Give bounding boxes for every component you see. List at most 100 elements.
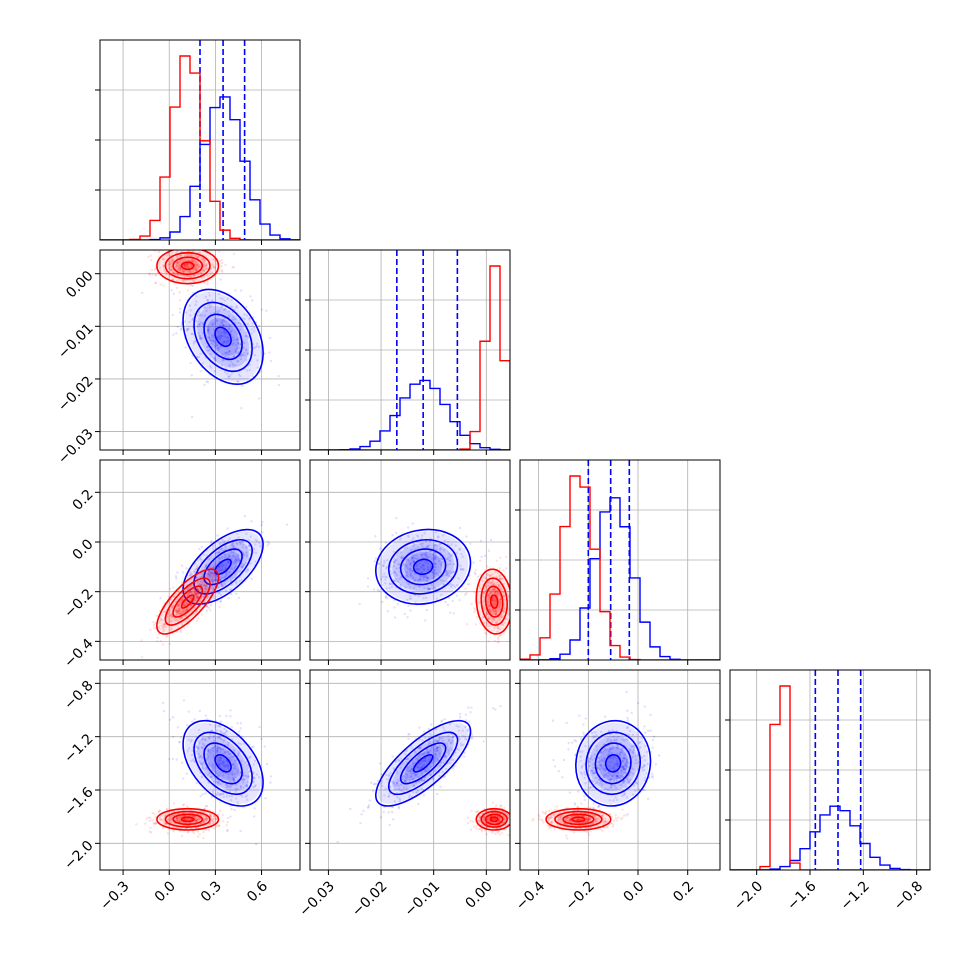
scatter-point bbox=[447, 748, 450, 751]
scatter-point bbox=[159, 283, 162, 286]
scatter-point bbox=[219, 542, 222, 545]
scatter-point bbox=[476, 616, 479, 619]
scatter-point bbox=[239, 829, 242, 833]
scatter-point bbox=[170, 267, 174, 271]
scatter-point bbox=[163, 257, 166, 260]
scatter-point bbox=[207, 749, 210, 753]
scatter-point bbox=[225, 759, 228, 763]
scatter-point bbox=[193, 259, 196, 263]
scatter-point bbox=[600, 759, 603, 762]
scatter-point bbox=[492, 587, 495, 591]
scatter-point bbox=[206, 580, 209, 583]
scatter-point bbox=[491, 707, 495, 710]
scatter-point bbox=[225, 324, 228, 328]
scatter-point bbox=[221, 760, 225, 764]
scatter-point bbox=[238, 730, 241, 733]
scatter-point bbox=[217, 569, 221, 572]
scatter-point bbox=[245, 552, 248, 555]
scatter-point bbox=[204, 265, 208, 268]
scatter-point bbox=[210, 299, 214, 302]
scatter-point bbox=[200, 244, 202, 246]
scatter-point bbox=[239, 541, 242, 544]
panel-0-0 bbox=[95, 39, 301, 245]
scatter-point bbox=[199, 583, 203, 587]
scatter-point bbox=[172, 271, 175, 275]
scatter-point bbox=[493, 590, 497, 593]
panel-3-2 bbox=[515, 669, 721, 875]
scatter-point bbox=[483, 554, 487, 558]
scatter-point bbox=[240, 565, 243, 568]
scatter-point bbox=[631, 751, 634, 754]
scatter-point bbox=[195, 819, 199, 822]
scatter-point bbox=[248, 363, 251, 366]
scatter-point bbox=[152, 623, 156, 626]
scatter-point bbox=[206, 774, 209, 777]
scatter-point bbox=[426, 579, 429, 583]
scatter-point bbox=[431, 587, 434, 590]
scatter-point bbox=[186, 262, 190, 266]
scatter-point bbox=[477, 601, 481, 604]
scatter-point bbox=[194, 260, 197, 264]
scatter-point bbox=[454, 544, 457, 547]
scatter-point bbox=[162, 623, 165, 626]
scatter-point bbox=[193, 588, 197, 592]
scatter-point bbox=[200, 288, 204, 291]
scatter-point bbox=[496, 630, 499, 633]
scatter-point bbox=[415, 558, 418, 561]
scatter-point bbox=[604, 774, 607, 777]
scatter-point bbox=[206, 282, 209, 286]
y-tick-label: −1.6 bbox=[61, 784, 96, 819]
scatter-point bbox=[411, 747, 414, 750]
scatter-point bbox=[178, 607, 181, 611]
scatter-point bbox=[225, 573, 228, 577]
scatter-point bbox=[452, 612, 456, 615]
scatter-point bbox=[220, 331, 223, 335]
scatter-point bbox=[617, 735, 620, 738]
scatter-point bbox=[239, 570, 242, 573]
scatter-point bbox=[189, 571, 192, 574]
scatter-point bbox=[513, 598, 515, 600]
scatter-point bbox=[445, 742, 449, 746]
scatter-point bbox=[514, 817, 516, 819]
scatter-point bbox=[436, 749, 439, 752]
scatter-point bbox=[393, 784, 397, 787]
scatter-point bbox=[495, 621, 498, 625]
scatter-point bbox=[482, 596, 485, 599]
scatter-point bbox=[408, 568, 412, 571]
scatter-point bbox=[248, 548, 252, 552]
scatter-point bbox=[194, 582, 197, 585]
scatter-point bbox=[615, 759, 619, 763]
panel-2-1 bbox=[305, 459, 515, 665]
scatter-point bbox=[221, 324, 225, 327]
scatter-point bbox=[409, 775, 412, 779]
scatter-point bbox=[238, 346, 241, 350]
density-fill-1 bbox=[182, 595, 194, 608]
scatter-point bbox=[451, 739, 454, 742]
scatter-point bbox=[171, 259, 174, 262]
scatter-point bbox=[225, 579, 228, 582]
scatter-point bbox=[236, 380, 239, 383]
scatter-point bbox=[245, 794, 249, 797]
scatter-point bbox=[199, 336, 203, 340]
scatter-point bbox=[447, 750, 451, 753]
scatter-point bbox=[255, 539, 259, 543]
scatter-point bbox=[395, 781, 398, 785]
scatter-point bbox=[249, 295, 252, 298]
scatter-point bbox=[448, 559, 451, 563]
scatter-point bbox=[483, 591, 486, 595]
scatter-point bbox=[189, 573, 192, 577]
scatter-point bbox=[512, 596, 514, 598]
contour-line-0 bbox=[203, 313, 243, 361]
scatter-point bbox=[185, 264, 189, 267]
scatter-point bbox=[395, 783, 398, 787]
scatter-point bbox=[482, 615, 485, 619]
scatter-point bbox=[652, 735, 656, 738]
scatter-point bbox=[216, 758, 219, 761]
scatter-point bbox=[487, 597, 491, 600]
scatter-point bbox=[197, 332, 200, 335]
scatter-point bbox=[224, 545, 227, 549]
scatter-point bbox=[149, 628, 152, 632]
scatter-point bbox=[510, 600, 512, 602]
scatter-point bbox=[188, 270, 191, 273]
scatter-point bbox=[170, 606, 174, 609]
